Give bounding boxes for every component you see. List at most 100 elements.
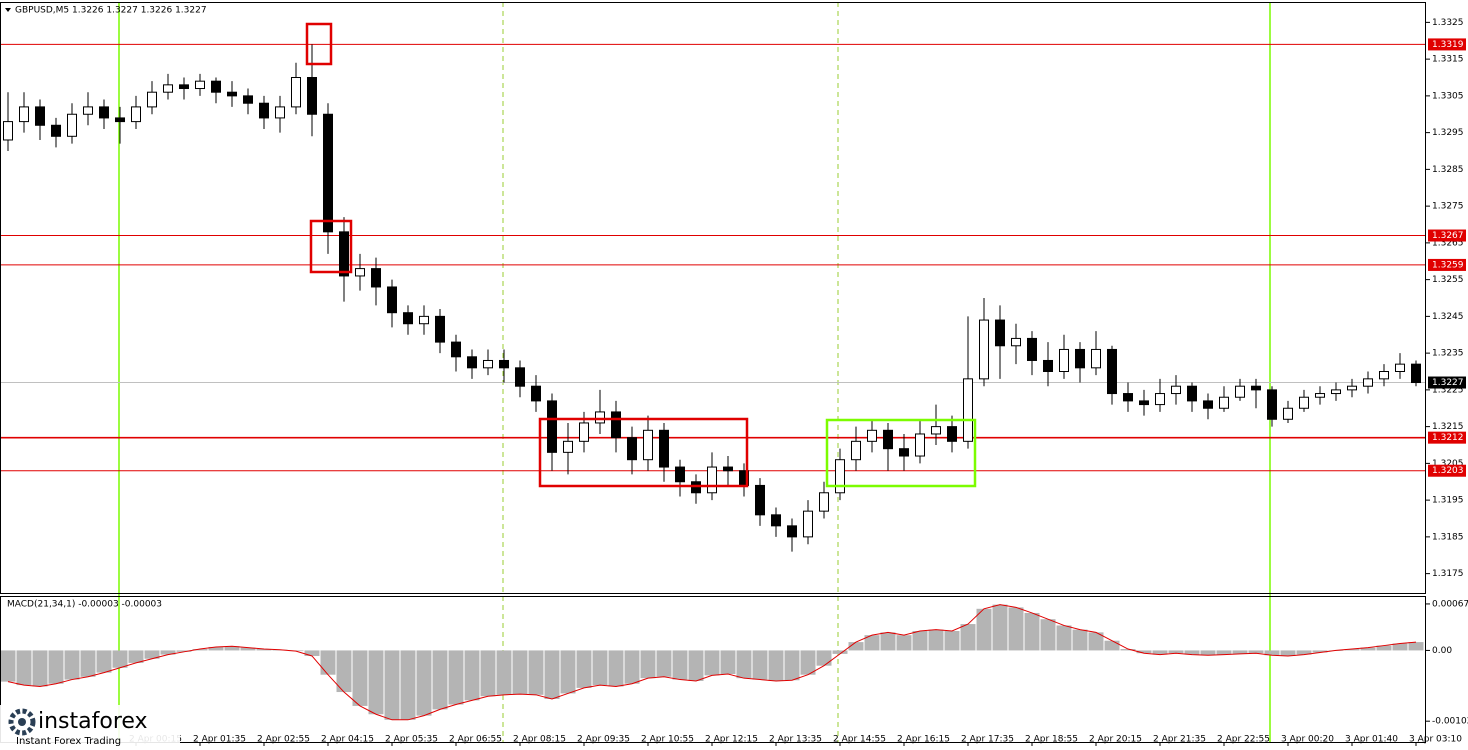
indicator-title: MACD(21,34,1) -0.00003 -0.00003 [7, 600, 162, 610]
candle-body [579, 422, 589, 442]
macd-bar [1392, 643, 1408, 651]
candle-body [227, 91, 237, 97]
x-tick-label: 2 Apr 09:35 [577, 735, 630, 745]
candle-body [1091, 348, 1101, 369]
y-tick-label: 1.3225 [1432, 385, 1464, 395]
candle-body [691, 481, 701, 494]
signal-line [7, 604, 1417, 721]
macd-bar [752, 650, 768, 680]
macd-bar [256, 649, 272, 651]
candle-body [819, 492, 829, 512]
y-tick-label: 0.00067 [1432, 599, 1468, 609]
candle-body [1059, 348, 1069, 373]
macd-bar [352, 650, 368, 706]
candle-body [1027, 337, 1037, 361]
macd-bar [704, 650, 720, 676]
candle-body [291, 77, 301, 108]
candle-body [483, 359, 493, 369]
macd-bar [1184, 650, 1200, 655]
macd-bar [768, 650, 784, 681]
candle-body [179, 84, 189, 90]
level-label: 1.3267 [1432, 231, 1464, 241]
macd-bar [320, 650, 336, 675]
macd-bar [1312, 650, 1328, 653]
macd-bar [608, 650, 624, 687]
candle-body [339, 231, 349, 277]
x-tick-label: 2 Apr 04:15 [321, 735, 374, 745]
y-tick-label: 1.3195 [1432, 496, 1464, 506]
candle-body [1315, 393, 1325, 398]
macd-bar [1168, 650, 1184, 654]
candle-body [835, 459, 845, 494]
macd-bar [576, 650, 592, 688]
x-tick-label: 2 Apr 14:55 [833, 735, 886, 745]
candle-body [211, 80, 221, 93]
macd-bar [640, 650, 656, 679]
macd-bar [928, 629, 944, 651]
candle-body [915, 433, 925, 457]
candle-body [1283, 407, 1293, 420]
signal-box [538, 417, 749, 488]
candle-body [499, 359, 509, 369]
macd-bar [1264, 650, 1280, 656]
macd-bar [784, 650, 800, 681]
y-tick-label: -0.00102 [1432, 717, 1468, 727]
level-label: 1.3319 [1432, 40, 1464, 50]
macd-bar [112, 650, 128, 668]
macd-bar [592, 650, 608, 686]
macd-bar [976, 608, 992, 651]
macd-bar [960, 624, 976, 651]
macd-bar [736, 650, 752, 679]
macd-bar [32, 650, 48, 687]
macd-bar [128, 650, 144, 663]
x-tick-label: 3 Apr 01:40 [1345, 735, 1398, 745]
level-tag [1428, 258, 1466, 271]
x-tick-label: 2 Apr 10:55 [641, 735, 694, 745]
candle-body [1155, 393, 1165, 406]
macd-frame [0, 596, 1426, 743]
y-tick-label: 1.3275 [1432, 202, 1464, 212]
candle-body [115, 117, 125, 123]
macd-bar [208, 646, 224, 651]
x-tick-label: 2 Apr 02:55 [257, 735, 310, 745]
candle-body [723, 466, 733, 472]
macd-bar [672, 650, 688, 680]
watermark-name: instaforex [38, 709, 148, 734]
candle-body [243, 95, 253, 104]
candle-body [1011, 337, 1021, 347]
candle-body [403, 312, 413, 325]
macd-bar [1200, 650, 1216, 656]
candle-body [419, 315, 429, 325]
signal-boxes [305, 22, 977, 488]
candle-body [1139, 400, 1149, 406]
macd-bar [464, 650, 480, 701]
candle-body [867, 429, 877, 442]
candle-body [995, 319, 1005, 347]
level-label: 1.3203 [1432, 466, 1464, 476]
candle-body [1347, 385, 1357, 391]
axes: 1.31751.31851.31951.32051.32151.32251.32… [129, 18, 1468, 746]
macd-bar [832, 650, 848, 654]
candle-body [1395, 363, 1405, 372]
macd-bar [48, 650, 64, 684]
candle-body [1267, 389, 1277, 420]
macd-bar [560, 650, 576, 694]
macd-bar [1072, 629, 1088, 651]
x-tick-label: 2 Apr 01:35 [193, 735, 246, 745]
macd-bar [1104, 640, 1120, 651]
candle-body [35, 106, 45, 126]
candle-body [883, 429, 893, 450]
candle-body [435, 315, 445, 343]
price-frame [0, 2, 1426, 594]
macd-bar [688, 650, 704, 681]
candle-body [947, 426, 957, 442]
x-tick-label: 2 Apr 16:15 [897, 735, 950, 745]
candle-body [1331, 389, 1341, 395]
macd-bar [1296, 650, 1312, 655]
level-tag [1428, 38, 1466, 51]
candle-body [99, 106, 109, 119]
candle-body [163, 84, 173, 93]
candle-body [675, 466, 685, 483]
